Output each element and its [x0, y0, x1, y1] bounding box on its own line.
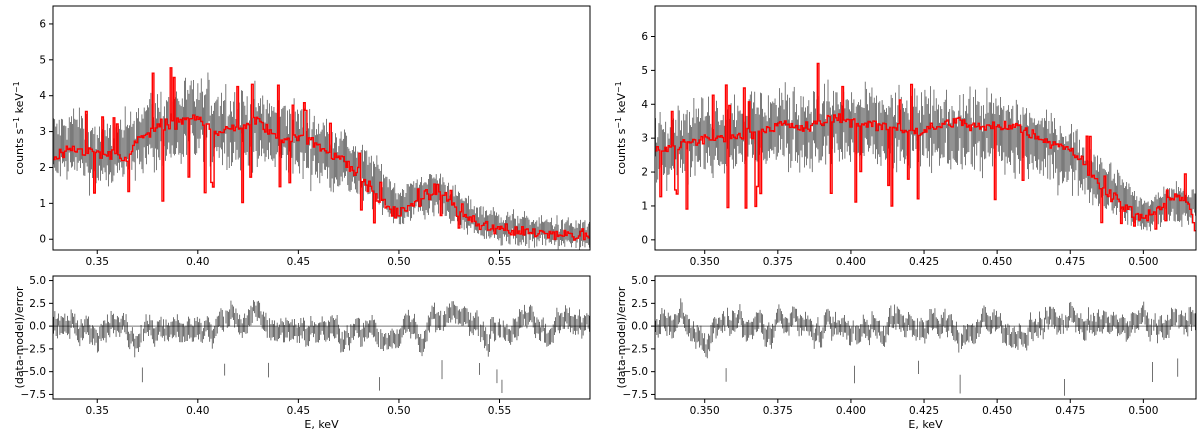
y-tick-label: −2.5	[21, 343, 47, 355]
y-tick-label: −7.5	[21, 389, 47, 401]
x-tick-label: 0.40	[186, 256, 209, 268]
panel-right-top: 0.350 0.375 0.400 0.425 0.450 0.475 0.500 0 1 2 3 4…	[614, 5, 1197, 268]
plot-area	[53, 67, 590, 250]
x-tick-label: 0.425	[909, 256, 939, 268]
y-tick-label: 5.0	[29, 275, 46, 287]
x-tick-label: 0.400	[836, 256, 866, 268]
x-tick-label: 0.500	[1128, 405, 1158, 417]
y-tick-label: −5.0	[21, 366, 47, 378]
y-tick-label: 0	[39, 234, 46, 246]
model-line	[655, 62, 1196, 232]
x-tick-label: 0.400	[836, 405, 866, 417]
axes-frame	[52, 275, 591, 400]
axes-frame	[654, 275, 1197, 400]
x-tick-label: 0.45	[287, 405, 310, 417]
x-tick-label: 0.40	[186, 405, 209, 417]
y-tick-label: 2.5	[29, 298, 46, 310]
y-tick-label: 0.0	[631, 321, 648, 333]
panel-left-bottom: 0.35 0.40 0.45 0.50 0.55 5.0 2.5 0.0 −2.5 −5.0 −7.…	[13, 275, 591, 431]
y-tick-label: 0.0	[29, 321, 46, 333]
x-tick-label: 0.425	[909, 405, 939, 417]
x-tick-label: 0.350	[690, 256, 720, 268]
y-tick-label: 6	[39, 18, 46, 30]
y-tick-label: 5	[39, 54, 46, 66]
y-tick-label: 1	[39, 198, 46, 210]
x-tick-label: 0.55	[488, 256, 511, 268]
x-tick-label: 0.35	[86, 256, 109, 268]
y-tick-label: 2	[641, 167, 648, 179]
y-tick-label: −5.0	[623, 366, 649, 378]
y-tick-label: −2.5	[623, 343, 649, 355]
plot-area	[655, 62, 1196, 232]
x-tick-label: 0.35	[86, 405, 109, 417]
y-tick-label: 2	[39, 162, 46, 174]
x-tick-label: 0.55	[488, 405, 511, 417]
plot-area	[53, 300, 590, 394]
y-tick-label: 4	[39, 90, 46, 102]
residual-errorbars	[53, 300, 590, 394]
y-tick-label: 1	[641, 200, 648, 212]
x-tick-label: 0.350	[690, 405, 720, 417]
plot-area	[655, 298, 1196, 396]
y-tick-label: 2.5	[631, 298, 648, 310]
x-tick-label: 0.50	[387, 405, 410, 417]
x-tick-label: 0.450	[982, 405, 1012, 417]
y-axis-label: (data-model)/error	[615, 286, 628, 388]
x-tick-label: 0.375	[763, 405, 793, 417]
axes-frame	[52, 5, 591, 251]
y-tick-label: 5.0	[631, 275, 648, 287]
y-tick-label: 4	[641, 99, 648, 111]
x-tick-label: 0.500	[1128, 256, 1158, 268]
y-tick-label: −7.5	[623, 389, 649, 401]
panel-right-bottom: 0.350 0.375 0.400 0.425 0.450 0.475 0.500 5.0 2.…	[615, 275, 1197, 431]
y-tick-label: 3	[39, 126, 46, 138]
x-axis-label: E, keV	[908, 418, 943, 431]
y-axis-label: counts s−1 keV−1	[12, 81, 27, 174]
residual-errorbars	[655, 298, 1196, 396]
data-errorbars	[655, 79, 1196, 232]
x-tick-label: 0.475	[1055, 256, 1085, 268]
y-tick-label: 3	[641, 133, 648, 145]
x-tick-label: 0.475	[1055, 405, 1085, 417]
y-tick-label: 0	[641, 234, 648, 246]
axes-frame	[654, 5, 1197, 251]
x-axis-label: E, keV	[304, 418, 339, 431]
x-tick-label: 0.45	[287, 256, 310, 268]
x-tick-label: 0.375	[763, 256, 793, 268]
y-tick-label: 6	[641, 31, 648, 43]
x-tick-label: 0.50	[387, 256, 410, 268]
y-axis-label: counts s−1 keV−1	[614, 81, 629, 174]
y-axis-label: (data-model)/error	[13, 286, 26, 388]
y-tick-label: 5	[641, 65, 648, 77]
panel-left-top: 0.35 0.40 0.45 0.50 0.55 0 1 2 3 4 5 6 counts s−1 ke…	[12, 5, 591, 268]
data-errorbars	[53, 72, 590, 250]
model-line	[53, 67, 590, 241]
x-tick-label: 0.450	[982, 256, 1012, 268]
